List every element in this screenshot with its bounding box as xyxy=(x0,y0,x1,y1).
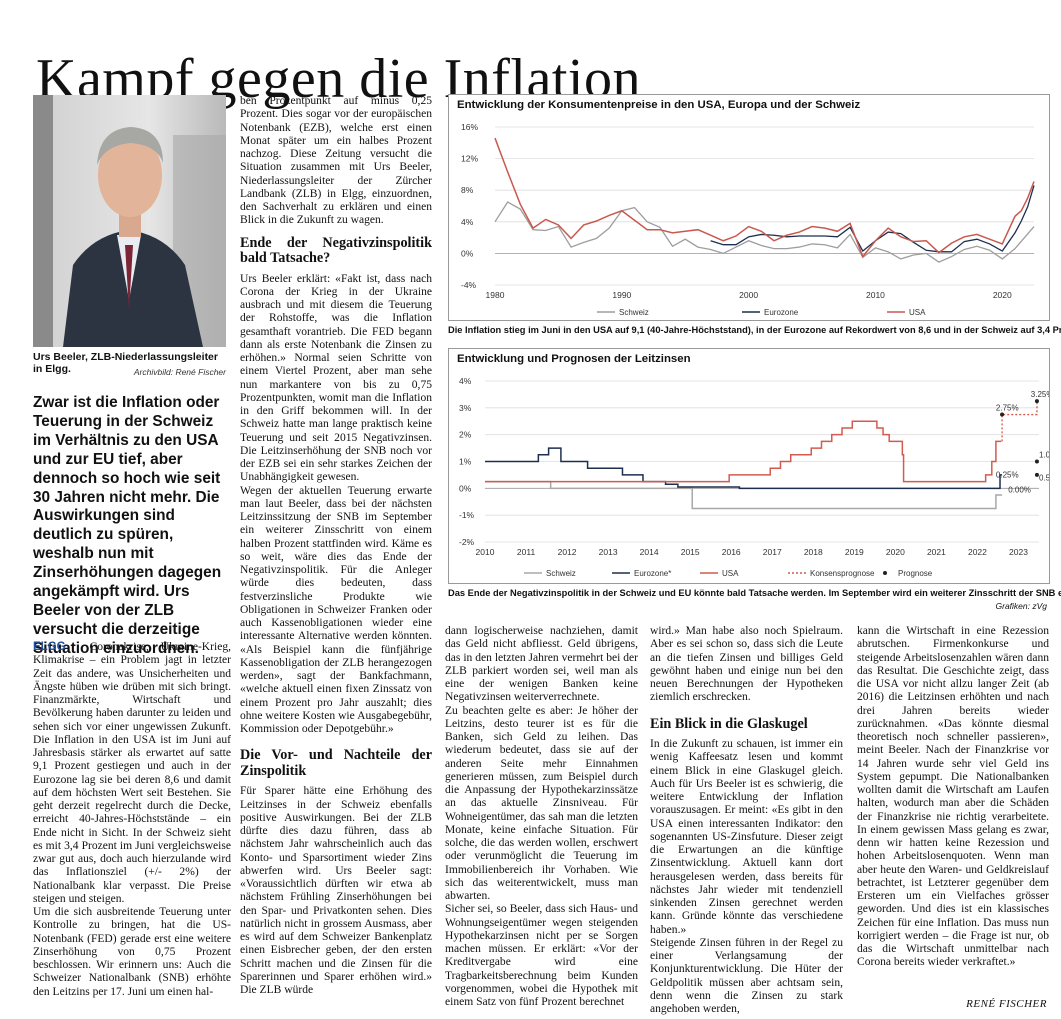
y-tick-label: 12% xyxy=(461,154,478,164)
inflation-chart-title: Entwicklung der Konsumentenpreise in den… xyxy=(457,99,861,111)
forecast-point xyxy=(1000,412,1005,417)
x-tick-label: 2014 xyxy=(640,547,659,557)
paragraph: Steigende Zinsen führen in der Regel zu … xyxy=(650,936,843,1015)
x-tick-label: 2010 xyxy=(476,547,495,557)
article-column-3: dann logischerweise nachziehen, damit da… xyxy=(445,625,638,1009)
y-tick-label: 1% xyxy=(459,457,472,467)
dateline: ELGG xyxy=(33,641,66,653)
rates-chart-title: Entwicklung und Prognosen der Leitzinsen xyxy=(457,353,691,365)
x-tick-label: 2018 xyxy=(804,547,823,557)
paragraph: In die Zukunft zu schauen, ist immer ein… xyxy=(650,738,843,936)
paragraph: Um die sich ausbreitende Teuerung unter … xyxy=(33,906,231,998)
portrait-photo xyxy=(33,95,226,347)
legend-label: Schweiz xyxy=(619,308,649,317)
legend-label: Prognose xyxy=(898,569,933,578)
paragraph: wird.» Man habe also noch Spielraum. Abe… xyxy=(650,625,843,704)
x-tick-label: 1990 xyxy=(612,290,631,300)
subheading-negativzins: Ende der Negativzinspolitik bald Tatsach… xyxy=(240,234,432,266)
subheading-vor-nachteile: Die Vor- und Nachteile der Zinspolitik xyxy=(240,747,432,779)
inflation-chart: Entwicklung der Konsumentenpreise in den… xyxy=(448,94,1050,321)
paragraph: Für Sparer hätte eine Erhöhung des Leitz… xyxy=(240,785,432,996)
forecast-point xyxy=(1034,399,1039,404)
y-tick-label: 8% xyxy=(461,185,474,195)
legend-label: Eurozone* xyxy=(634,569,671,578)
forecast-point xyxy=(1034,472,1039,477)
rates-chart-svg: 4% 3% 2% 1% 0% -1% -2%2010 2011 2012 2013 2014 2015… xyxy=(459,376,1049,578)
x-tick-label: 2013 xyxy=(599,547,618,557)
charts-credit: Grafiken: zVg xyxy=(995,601,1048,611)
x-tick-label: 2016 xyxy=(722,547,741,557)
paragraph: Wegen der aktuellen Teuerung erwarte man… xyxy=(240,484,432,736)
inflation-chart-svg: 16% 12% 8% 4% 0% -4% 1980 1990 2000 2010 2020 Schwe… xyxy=(461,122,1035,317)
x-tick-label: 2010 xyxy=(866,290,885,300)
y-tick-label: -1% xyxy=(459,510,475,520)
series-line-schweiz xyxy=(485,480,1003,510)
y-tick-label: -2% xyxy=(459,537,475,547)
y-tick-label: -4% xyxy=(461,280,477,290)
subheading-glaskugel: Ein Blick in die Glaskugel xyxy=(650,715,808,732)
x-tick-label: 2020 xyxy=(886,547,905,557)
lead-paragraph: Zwar ist die Inflation oder Teuerung in … xyxy=(33,394,222,657)
inflation-chart-caption: Die Inflation stieg im Juni in den USA a… xyxy=(448,325,1061,335)
x-tick-label: 2012 xyxy=(558,547,577,557)
y-tick-label: 0% xyxy=(461,248,474,258)
article-column-2: ben Prozentpunkt auf minus 0,25 Prozent.… xyxy=(240,95,432,997)
legend-label: Konsensprognose xyxy=(810,569,875,578)
x-tick-label: 2000 xyxy=(739,290,758,300)
annotation-label: 0.00% xyxy=(1008,485,1031,494)
x-tick-label: 2015 xyxy=(681,547,700,557)
x-tick-label: 2021 xyxy=(927,547,946,557)
x-tick-label: 2022 xyxy=(968,547,987,557)
paragraph: Sicher sei, so Beeler, dass sich Haus- u… xyxy=(445,903,638,1008)
series-line-usa xyxy=(494,137,1035,259)
photo-credit: Archivbild: René Fischer xyxy=(133,367,226,377)
y-tick-label: 4% xyxy=(461,217,474,227)
x-tick-label: 2023 xyxy=(1009,547,1028,557)
series-line-usa xyxy=(485,420,1002,483)
y-tick-label: 4% xyxy=(459,376,472,386)
legend-label: Schweiz xyxy=(546,569,576,578)
annotation-label: 1.00% xyxy=(1039,450,1049,459)
author-byline: RENÉ FISCHER xyxy=(966,998,1047,1010)
x-tick-label: 2011 xyxy=(517,547,536,557)
annotation-label: 0.25% xyxy=(996,471,1019,480)
annotation-label: 3.25% xyxy=(1031,390,1049,399)
series-line-konsensprognose xyxy=(1001,401,1038,442)
forecast-point xyxy=(1034,459,1039,464)
annotation-label: 0.50% xyxy=(1039,473,1049,482)
article-column-5: kann die Wirtschaft in eine Rezession ab… xyxy=(857,625,1049,970)
x-tick-label: 2020 xyxy=(993,290,1012,300)
legend-label: Eurozone xyxy=(764,308,799,317)
paragraph: Urs Beeler erklärt: «Fakt ist, dass nach… xyxy=(240,272,432,484)
article-column-1: ELGG Coronakrise, Ukraine-Krieg, Klimakr… xyxy=(33,641,231,999)
x-tick-label: 1980 xyxy=(486,290,505,300)
rates-chart-caption: Das Ende der Negativzinspolitik in der S… xyxy=(448,588,1061,598)
y-tick-label: 2% xyxy=(459,430,472,440)
x-tick-label: 2019 xyxy=(845,547,864,557)
x-tick-label: 2017 xyxy=(763,547,782,557)
y-tick-label: 0% xyxy=(459,483,472,493)
paragraph: ben Prozentpunkt auf minus 0,25 Prozent.… xyxy=(240,95,432,227)
y-tick-label: 3% xyxy=(459,403,472,413)
legend-marker xyxy=(883,571,887,575)
paragraph: Zu beachten gelte es aber: Je höher der … xyxy=(445,704,638,903)
paragraph: kann die Wirtschaft in eine Rezession ab… xyxy=(857,625,1049,969)
series-line-eurozone xyxy=(485,447,1003,490)
annotation-label: 2.75% xyxy=(996,404,1019,413)
legend-label: USA xyxy=(722,569,739,578)
paragraph: dann logischerweise nachziehen, damit da… xyxy=(445,625,638,704)
article-column-4: wird.» Man habe also noch Spielraum. Abe… xyxy=(650,625,843,1016)
series-line-eurozone xyxy=(710,185,1035,253)
legend-label: USA xyxy=(909,308,926,317)
photo-caption: Urs Beeler, ZLB-Niederlassungsleiter in … xyxy=(33,351,218,375)
series-line-schweiz xyxy=(494,201,1035,263)
y-tick-label: 16% xyxy=(461,122,478,132)
rates-chart: Entwicklung und Prognosen der Leitzinsen… xyxy=(448,348,1050,584)
paragraph: Coronakrise, Ukraine-Krieg, Klimakrise –… xyxy=(33,641,231,905)
